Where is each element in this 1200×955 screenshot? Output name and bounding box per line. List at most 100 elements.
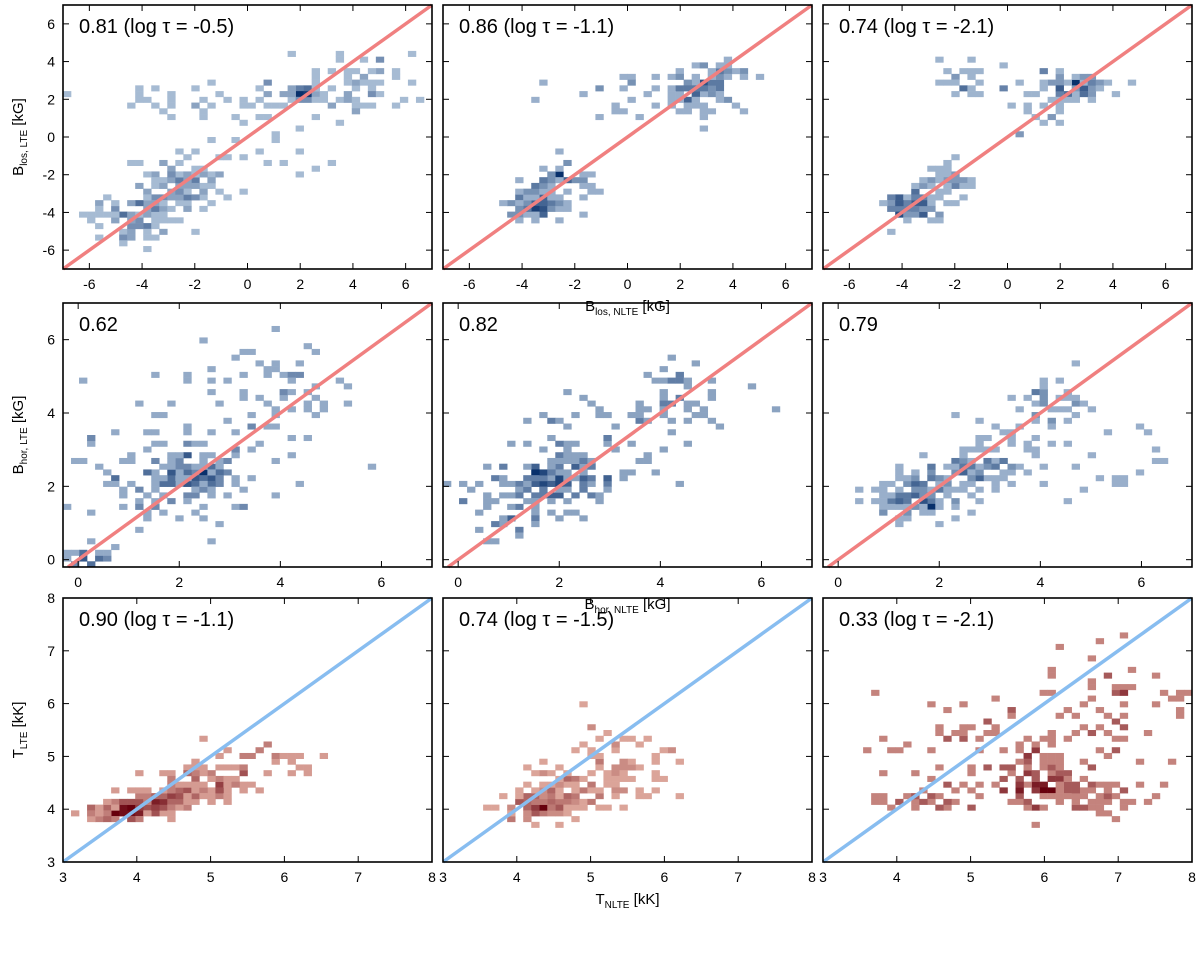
hist-cell <box>95 223 104 230</box>
hist-cell <box>555 793 564 800</box>
hist-cell <box>675 108 684 115</box>
hist-cell <box>975 435 984 442</box>
hist-cell <box>1031 91 1040 98</box>
hist-cell <box>175 787 184 794</box>
hist-cell <box>1039 804 1048 811</box>
hist-cell <box>635 457 644 464</box>
hist-cell <box>1103 810 1113 817</box>
hist-cell <box>699 125 709 132</box>
hist-cell <box>855 498 864 505</box>
hist-cell <box>911 211 920 218</box>
hist-cell <box>571 804 580 811</box>
hist-cell <box>1047 770 1056 777</box>
hist-cell <box>191 148 200 155</box>
hist-cell <box>563 200 572 207</box>
hist-cell <box>1055 91 1064 98</box>
hist-cell <box>855 486 864 493</box>
hist-cell <box>643 735 652 742</box>
hist-cell <box>287 758 296 765</box>
hist-cell <box>1079 804 1089 811</box>
hist-cell <box>335 50 345 57</box>
hist-cell <box>135 770 144 777</box>
one-to-one-line <box>447 301 814 569</box>
hist-cell <box>879 503 888 510</box>
hist-cell <box>935 486 944 493</box>
hist-cell <box>667 377 676 384</box>
hist-cell <box>175 188 184 195</box>
hist-cell <box>79 377 88 384</box>
hist-cell <box>539 793 548 800</box>
hist-cell <box>199 793 208 800</box>
hist-cell <box>555 787 564 794</box>
hist-cell <box>143 246 152 253</box>
hist-cell <box>1183 689 1193 696</box>
hist-cell <box>263 741 272 748</box>
hist-cell <box>943 781 952 788</box>
hist-cell <box>523 440 532 447</box>
hist-cell <box>967 91 976 98</box>
hist-cell <box>515 486 524 493</box>
hist-cell <box>1103 429 1113 436</box>
hist-cell <box>523 793 532 800</box>
hist-cell <box>699 406 709 413</box>
hist-cell <box>1047 79 1056 86</box>
hist-cell <box>911 798 920 805</box>
hist-cell <box>491 538 500 545</box>
hist-cell <box>207 200 216 207</box>
hist-cell <box>707 394 717 401</box>
hist-cell <box>143 96 152 103</box>
hist-cell <box>659 775 668 782</box>
hist-cell <box>943 188 952 195</box>
hist-cell <box>175 217 184 224</box>
hist-cell <box>595 412 604 419</box>
hist-cell <box>683 79 692 86</box>
hist-cell <box>563 486 572 493</box>
hist-cell <box>579 475 588 482</box>
hist-cell <box>603 730 612 737</box>
hist-cell <box>547 463 556 470</box>
correlation-annotation: 0.74 (log τ = -1.5) <box>459 609 614 631</box>
hist-cell <box>1135 423 1145 430</box>
hist-cell <box>967 68 976 75</box>
hist-cell <box>159 177 168 184</box>
hist-cell <box>1039 752 1048 759</box>
x-tick-label: 7 <box>734 869 742 885</box>
hist-cell <box>1119 475 1129 482</box>
hist-cell <box>367 463 377 470</box>
hist-cell <box>239 96 248 103</box>
hist-cell <box>911 804 920 811</box>
hist-cell <box>903 793 912 800</box>
hist-cell <box>595 752 604 759</box>
hist-cell <box>935 503 944 510</box>
hist-cell <box>295 764 304 771</box>
hist-cell <box>1111 684 1121 691</box>
hist-cell <box>507 515 516 522</box>
hist-cell <box>119 234 128 241</box>
hist-cell <box>255 787 264 794</box>
hist-cell <box>335 56 345 63</box>
hist-cell <box>675 371 684 378</box>
hist-cell <box>223 798 232 805</box>
hist-cell <box>903 480 912 487</box>
hist-cell <box>239 154 248 161</box>
hist-cell <box>359 79 369 86</box>
hist-cell <box>951 154 960 161</box>
hist-cell <box>191 770 200 777</box>
hist-cell <box>263 91 272 98</box>
hist-cell <box>991 730 1000 737</box>
hist-cell <box>635 741 644 748</box>
hist-cell <box>135 810 144 817</box>
hist-cell <box>755 73 765 80</box>
hist-cell <box>587 492 596 499</box>
hist-cell <box>871 486 880 493</box>
hist-cell <box>199 182 208 189</box>
y-tick-label: -4 <box>43 204 56 220</box>
hist-cell <box>975 417 984 424</box>
hist-cell <box>515 205 524 212</box>
hist-cell <box>1047 793 1056 800</box>
hist-cell <box>675 758 684 765</box>
hist-cell <box>287 752 296 759</box>
hist-cell <box>659 377 668 384</box>
hist-cell <box>87 509 96 516</box>
hist-cell <box>927 469 936 476</box>
